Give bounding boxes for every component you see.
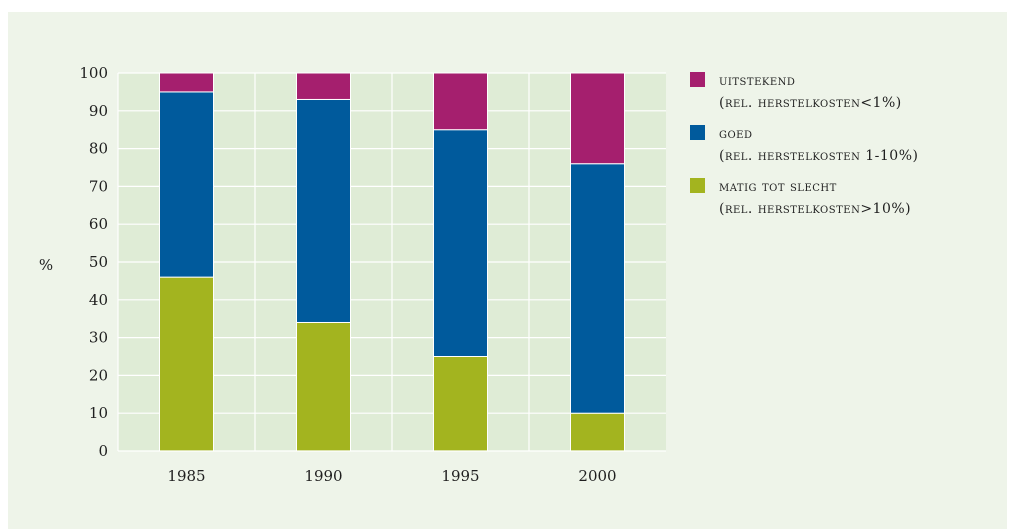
axes: 0 10 20 30 40 50 60 70 80 90 100 1985 1990 1995 2000 <box>79 64 666 485</box>
y-tick-label: 30 <box>89 329 108 347</box>
y-tick-label: 100 <box>79 64 108 82</box>
y-tick-label: 80 <box>89 140 108 158</box>
y-axis-label: % <box>39 256 53 274</box>
legend-label-goed: goed <box>719 126 753 142</box>
chart-panel: 0 10 20 30 40 50 60 70 80 90 100 1985 1990 1995 2000 %… <box>8 12 1007 529</box>
bar-segment-matig <box>159 276 214 452</box>
legend-swatch-goed <box>690 125 705 140</box>
y-tick-label: 0 <box>98 442 108 460</box>
bar-segment-goed <box>570 163 625 414</box>
y-tick-label: 60 <box>89 215 108 233</box>
bar-segment-goed <box>296 98 351 323</box>
bar-segment-matig <box>433 356 488 452</box>
bars <box>159 72 625 452</box>
legend: uitstekend (rel. herstelkosten<1%) goed (re… <box>690 72 918 217</box>
bar-segment-goed <box>159 91 214 278</box>
bar-segment-goed <box>433 129 488 357</box>
legend-label-uitstekend: uitstekend <box>719 73 795 89</box>
bar-segment-matig <box>570 412 625 452</box>
legend-sublabel-uitstekend: (rel. herstelkosten<1%) <box>719 95 902 111</box>
y-tick-label: 50 <box>89 253 108 271</box>
legend-sublabel-matig: (rel. herstelkosten>10%) <box>719 201 911 217</box>
x-tick-label: 1995 <box>441 467 479 485</box>
y-tick-label: 70 <box>89 177 108 195</box>
legend-swatch-matig <box>690 178 705 193</box>
bar-segment-matig <box>296 321 351 452</box>
bar-segment-uitstekend <box>296 72 351 100</box>
stacked-bar-chart: 0 10 20 30 40 50 60 70 80 90 100 1985 1990 1995 2000 %… <box>39 64 918 485</box>
bar-segment-uitstekend <box>159 72 214 93</box>
x-tick-label: 1990 <box>304 467 342 485</box>
y-tick-label: 40 <box>89 291 108 309</box>
legend-sublabel-goed: (rel. herstelkosten 1-10%) <box>719 148 918 164</box>
x-tick-label: 2000 <box>578 467 616 485</box>
y-tick-label: 20 <box>89 366 108 384</box>
bar-segment-uitstekend <box>570 72 625 165</box>
legend-label-matig: matig tot slecht <box>719 179 837 195</box>
y-tick-label: 10 <box>89 404 108 422</box>
x-tick-label: 1985 <box>167 467 205 485</box>
legend-swatch-uitstekend <box>690 72 705 87</box>
bar-segment-uitstekend <box>433 72 488 131</box>
y-tick-label: 90 <box>89 102 108 120</box>
